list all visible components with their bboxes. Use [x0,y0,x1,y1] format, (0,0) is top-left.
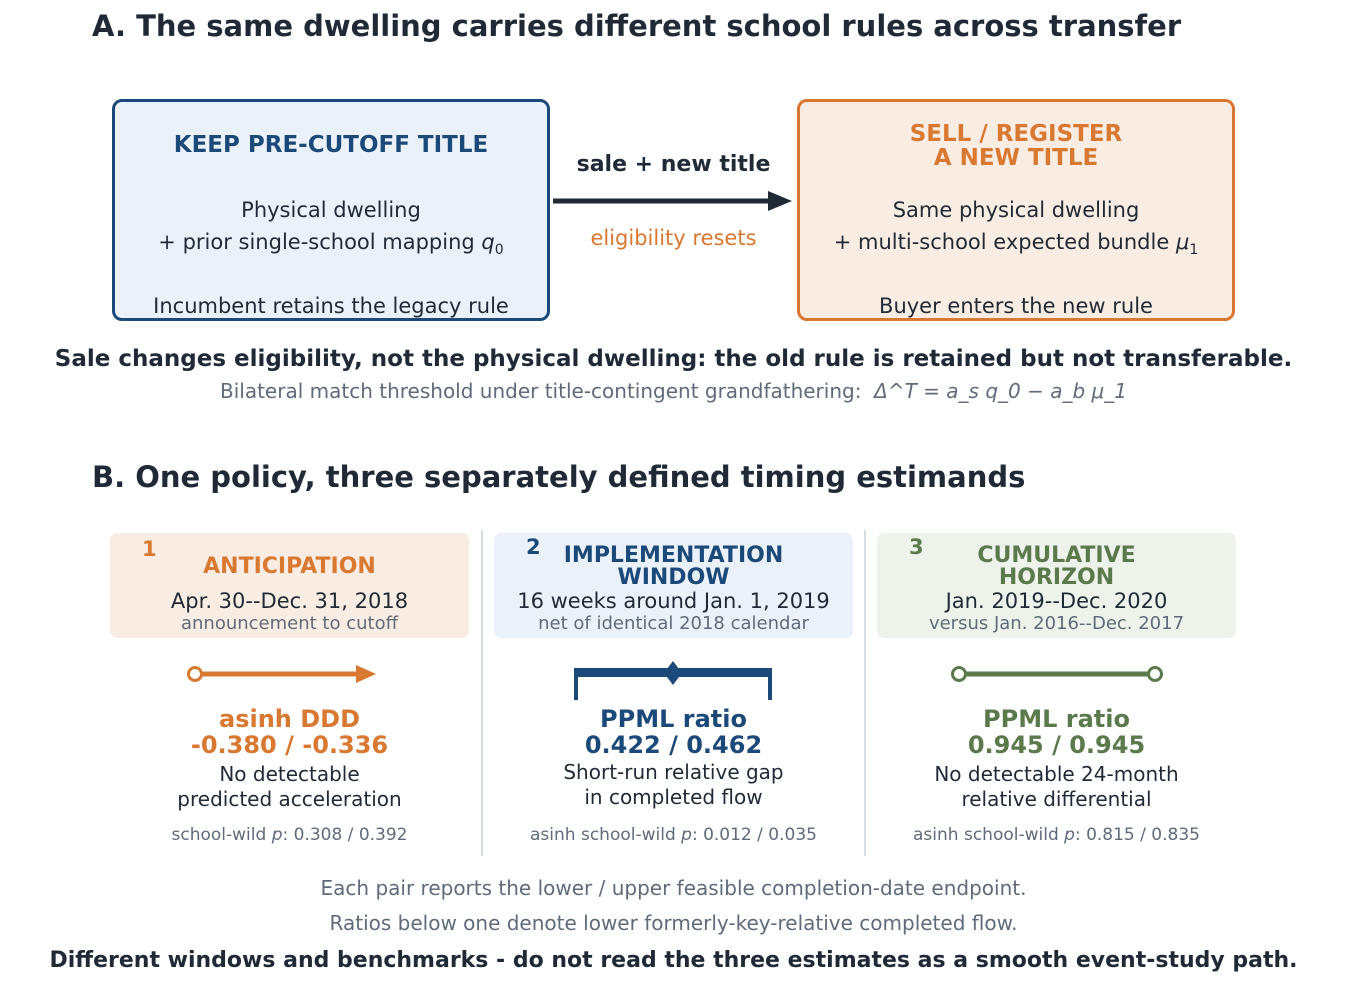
card-title: IMPLEMENTATION WINDOW [563,543,784,590]
transfer-arrow-icon [553,191,792,211]
footnote-endpoints: Each pair reports the lower / upper feas… [320,876,1027,900]
card-title: ANTICIPATION [203,554,376,579]
keep-title-box: KEEP PRE-CUTOFF TITLE Physical dwelling … [112,99,550,321]
card-date: 16 weeks around Jan. 1, 2019 [517,589,830,613]
open-arrow-icon [187,665,376,683]
sell-register-footer: Buyer enters the new rule [879,294,1153,318]
sell-register-header: SELL / REGISTER A NEW TITLE [909,121,1123,171]
bracket-window-icon [574,661,772,700]
p-value: asinh school-wild p: 0.815 / 0.835 [913,825,1200,845]
anticipation-card: 1 ANTICIPATION Apr. 30--Dec. 31, 2018 an… [110,533,469,638]
panel-a-title: A. The same dwelling carries different s… [92,9,1182,43]
estimate-description: Short-run relative gap in completed flow [563,760,784,809]
arrow-bottom-label: eligibility resets [590,226,757,250]
formula-text: Bilateral match threshold under title-co… [220,379,862,403]
keep-title-line1: Physical dwelling [241,198,421,222]
panel-a-summary: Sale changes eligibility, not the physic… [54,346,1293,372]
p-value: asinh school-wild p: 0.012 / 0.035 [530,825,817,845]
estimate-description: No detectable 24-month relative differen… [934,762,1179,811]
divider-1 [481,530,483,856]
card-number: 1 [142,537,157,561]
p-value: school-wild p: 0.308 / 0.392 [171,825,408,845]
open-segment-icon [951,666,1163,682]
panel-b-title: B. One policy, three separately defined … [92,460,1026,494]
arrow-top-label: sale + new title [576,152,771,177]
warning-note: Different windows and benchmarks - do no… [49,948,1298,973]
estimator-estimate: asinh DDD -0.380 / -0.336 [190,705,389,759]
sell-register-line2: + multi-school expected bundle μ1 [833,230,1199,259]
footnote-ratios: Ratios below one denote lower formerly-k… [329,911,1018,935]
keep-title-line2: + prior single-school mapping q0 [158,230,504,259]
sell-register-line1: Same physical dwelling [892,198,1140,222]
card-number: 3 [909,535,924,559]
estimator-estimate: PPML ratio 0.945 / 0.945 [967,705,1146,759]
implementation-card: 2 IMPLEMENTATION WINDOW 16 weeks around … [494,533,853,638]
formula-line: Bilateral match threshold under title-co… [0,379,1347,403]
card-number: 2 [526,535,541,559]
card-date: Jan. 2019--Dec. 2020 [945,589,1168,613]
estimate-description: No detectable predicted acceleration [177,762,402,811]
divider-2 [864,530,866,856]
cumulative-card: 3 CUMULATIVE HORIZON Jan. 2019--Dec. 202… [877,533,1236,638]
card-sub: versus Jan. 2016--Dec. 2017 [928,613,1185,634]
card-sub: announcement to cutoff [180,613,398,634]
card-date: Apr. 30--Dec. 31, 2018 [170,589,409,613]
sell-register-box: SELL / REGISTER A NEW TITLE Same physica… [797,99,1235,321]
formula: Δ^T = a_s q_0 − a_b μ_1 [874,379,1127,403]
estimator-estimate: PPML ratio 0.422 / 0.462 [584,705,763,759]
keep-title-footer: Incumbent retains the legacy rule [153,294,509,318]
card-sub: net of identical 2018 calendar [538,613,809,634]
card-title: CUMULATIVE HORIZON [977,543,1136,590]
keep-title-header: KEEP PRE-CUTOFF TITLE [173,132,489,158]
